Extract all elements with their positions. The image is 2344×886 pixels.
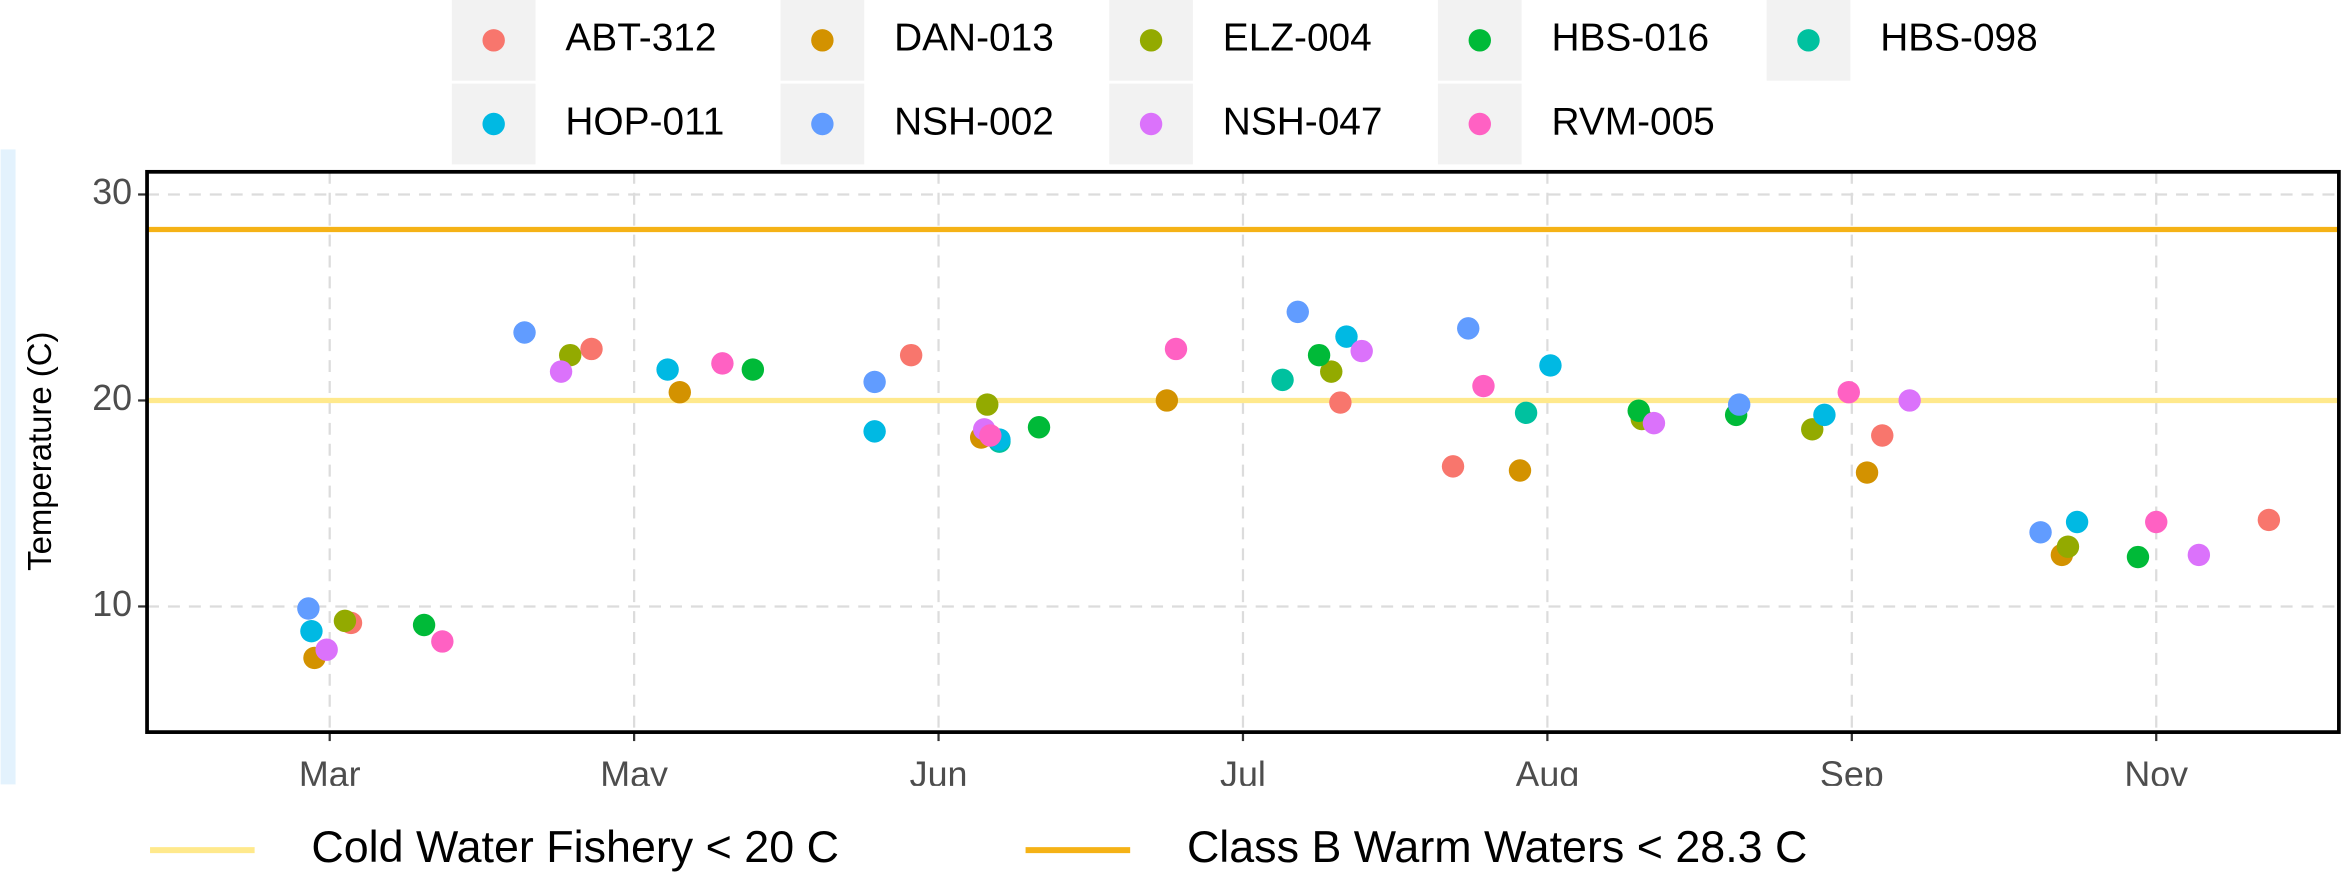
point [1855,461,1879,484]
point [1155,389,1179,412]
point [2029,521,2052,544]
point [333,609,357,633]
bottom-cover [0,785,2344,886]
legend-marker [482,112,505,136]
point [1307,343,1331,367]
legend-label: ELZ-004 [1223,17,1372,60]
point [1441,455,1465,478]
point [2056,535,2080,558]
y-tick-label: 30 [92,172,132,212]
legend-marker [1468,112,1491,136]
point [315,638,338,661]
point [549,360,573,383]
point [899,343,923,367]
point [1457,317,1480,340]
legend-marker [1797,29,1820,52]
legend-label: NSH-002 [894,100,1054,143]
point [1539,354,1562,377]
point [1514,401,1538,425]
point [431,630,454,653]
legend-marker [811,112,834,136]
point [1508,459,1532,482]
point [1871,424,1894,447]
legend-label: DAN-013 [894,17,1054,60]
legend-label: RVM-005 [1552,100,1715,143]
screen-edge [0,149,16,785]
point [1472,374,1495,398]
legend-label: HBS-016 [1552,17,1710,60]
legend-label: HBS-098 [1880,17,2038,60]
legend-label: Class B Warm Waters < 28.3 C [1187,822,1807,872]
plot-border [145,169,2341,734]
point [1727,393,1751,416]
point [1837,381,1860,404]
point [2126,545,2150,569]
point [1271,368,1294,392]
point [1898,389,1921,412]
point [656,358,679,381]
point [513,321,536,344]
legend-label: Cold Water Fishery < 20 C [311,822,839,872]
y-axis-label: Temperature (C) [21,332,58,571]
point [412,613,436,637]
point [1329,391,1352,414]
point [1027,416,1051,439]
point [1350,339,1373,363]
point [741,358,765,381]
point [2145,510,2168,534]
point [668,381,691,404]
legend-marker [1139,29,1163,52]
point [580,337,603,361]
legend-marker [482,29,505,52]
legend-marker [811,29,834,52]
point [1813,403,1836,427]
point [863,420,886,443]
point [558,343,582,367]
legend-label: ABT-312 [565,17,716,60]
point [1642,411,1666,435]
legend-label: HOP-011 [565,100,724,143]
point [300,619,323,643]
point [863,370,886,394]
point [1164,337,1188,361]
legend-label: NSH-047 [1223,100,1383,143]
point [1286,300,1309,324]
point [2065,510,2089,534]
point [711,352,734,375]
point [2257,508,2281,532]
point [1320,360,1343,383]
legend-marker [1468,29,1491,52]
point [979,424,1002,447]
point [2187,543,2211,567]
legend-marker [1139,112,1163,136]
point [976,393,999,416]
y-tick-label: 10 [92,584,132,624]
point [297,597,320,620]
point [1627,399,1650,422]
point [1335,325,1358,348]
y-tick-label: 20 [92,378,132,418]
